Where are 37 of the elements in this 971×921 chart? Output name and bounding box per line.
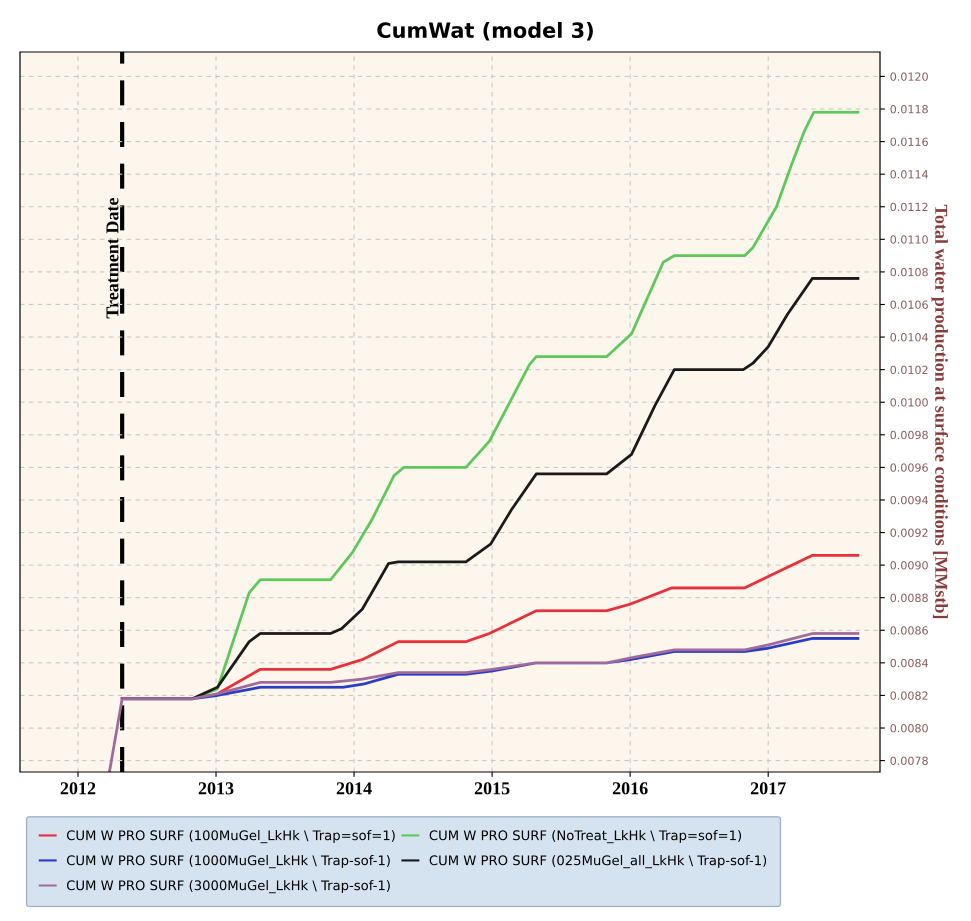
y2-tick-label: 0.0116 <box>890 138 928 146</box>
legend-label: CUM W PRO SURF (3000MuGel_LkHk \ Trap-sof-1) <box>66 880 390 894</box>
y2-tick-label: 0.0092 <box>890 528 928 537</box>
chart-title: CumWat (model 3) <box>377 22 593 40</box>
ref-line-label: Treatment Date <box>106 198 118 318</box>
y2-tick-label: 0.0094 <box>890 496 928 504</box>
y2-tick-label: 0.0102 <box>890 366 928 374</box>
line-series <box>108 632 860 772</box>
x-tick-label: 2015 <box>474 782 510 794</box>
legend-label: CUM W PRO SURF (1000MuGel_LkHk \ Trap-sof-1) <box>66 855 390 868</box>
y2-tick-label: 0.0114 <box>890 170 928 179</box>
y2-tick-label: 0.0080 <box>890 724 928 732</box>
x-tick-label: 2013 <box>198 782 234 794</box>
y2-tick-label: 0.0078 <box>890 756 928 765</box>
x-tick-label: 2014 <box>336 782 372 794</box>
y2-tick-label: 0.0120 <box>890 72 928 81</box>
y2-tick-label: 0.0098 <box>890 430 928 440</box>
y2-tick-label: 0.0112 <box>890 202 928 212</box>
y2-tick-label: 0.0108 <box>890 268 928 276</box>
legend-label: CUM W PRO SURF (025MuGel_all_LkHk \ Trap-sof-1) <box>430 855 766 868</box>
y2-tick-label: 0.0096 <box>890 463 928 472</box>
y2-tick-label: 0.0084 <box>890 658 928 668</box>
y2-tick-label: 0.0086 <box>890 626 928 635</box>
y2-tick-label: 0.0082 <box>890 691 928 700</box>
x-tick-label: 2016 <box>612 782 648 794</box>
legend-label: CUM W PRO SURF (100MuGel_LkHk \ Trap=sof=1) <box>66 830 395 844</box>
y2-tick-label: 0.0100 <box>890 398 928 407</box>
x-tick-label: 2017 <box>750 782 786 794</box>
y2-axis-title: Total water production at surface conditions [MMstb] <box>931 204 948 618</box>
legend-label: CUM W PRO SURF (NoTreat_LkHk \ Trap=sof=1) <box>430 830 742 844</box>
y2-tick-label: 0.0090 <box>890 561 928 570</box>
y2-tick-label: 0.0118 <box>890 104 928 114</box>
x-tick-label: 2012 <box>60 782 96 794</box>
y2-tick-label: 0.0088 <box>890 594 928 602</box>
y2-tick-label: 0.0106 <box>890 300 928 309</box>
y2-tick-label: 0.0110 <box>890 235 928 244</box>
y2-tick-label: 0.0104 <box>890 333 928 342</box>
